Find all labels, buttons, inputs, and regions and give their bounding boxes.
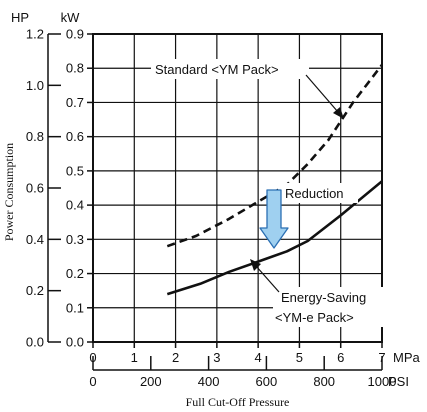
standard-leader-line [305,74,339,113]
psi-tick-label: 0 [89,374,96,389]
kw-tick-label: 0.7 [66,95,84,110]
energy-label-line1: Energy-Saving [281,290,366,305]
series-energy-saving-line [166,180,383,296]
standard-label-bg [151,59,309,79]
kw-tick-label: 0.5 [66,163,84,178]
mpa-tick-label: 5 [296,350,303,365]
kw-tick-label: 0.0 [66,335,84,350]
series-lines [166,64,384,296]
hp-tick-label: 1.2 [26,27,44,42]
reduction-label-bg [282,183,358,203]
standard-leader-arrowhead [333,107,344,119]
hp-tick-label: 0.8 [26,129,44,144]
hp-tick-label: 0.4 [26,232,44,247]
kw-tick-label: 0.6 [66,129,84,144]
plot-frame [92,33,383,343]
hp-tick-label: 0.0 [26,335,44,350]
standard-label: Standard <YM Pack> [155,62,279,77]
reduction-label: Reduction [285,186,344,201]
mpa-tick-label: 1 [131,350,138,365]
kw-tick-label: 0.3 [66,232,84,247]
x-axis-title: Full Cut-Off Pressure [186,395,290,409]
kw-tick-label: 0.8 [66,61,84,76]
y-axis-title: Power Consumption [2,143,16,241]
psi-tick-label: 1000 [368,374,397,389]
energy-label-bg [273,287,383,327]
hp-tick-label: 0.2 [26,283,44,298]
axes: 0.0 0.1 0.2 0.3 0.4 0.5 0.6 0.7 0.8 0.9 kW 0.0 0.2 0.… [2,10,421,409]
kw-tick-label: 0.2 [66,266,84,281]
mpa-tick-label: 4 [255,350,262,365]
hp-unit-label: HP [11,10,29,25]
kw-tick-label: 0.1 [66,300,84,315]
kw-tick-label: 0.4 [66,198,84,213]
energy-leader-line [255,265,280,293]
hp-tick-label: 1.0 [26,78,44,93]
kw-unit-label: kW [61,10,81,25]
mpa-tick-label: 3 [213,350,220,365]
mpa-unit-label: MPa [393,350,421,365]
psi-tick-label: 600 [256,374,278,389]
psi-tick-label: 800 [313,374,335,389]
psi-unit-label: PSI [388,374,409,389]
mpa-tick-label: 6 [337,350,344,365]
plot-frame-rect [92,33,383,343]
hp-tick-label: 0.6 [26,181,44,196]
reduction-arrow-icon [259,189,289,249]
mpa-tick-label: 2 [172,350,179,365]
psi-tick-label: 400 [198,374,220,389]
kw-tick-label: 0.9 [66,27,84,42]
annotations: Standard <YM Pack> Reduction Energy-Saving… [151,59,383,327]
energy-label-line2: <YM-e Pack> [275,310,354,325]
energy-leader-arrowhead [250,259,261,271]
psi-tick-label: 200 [140,374,162,389]
